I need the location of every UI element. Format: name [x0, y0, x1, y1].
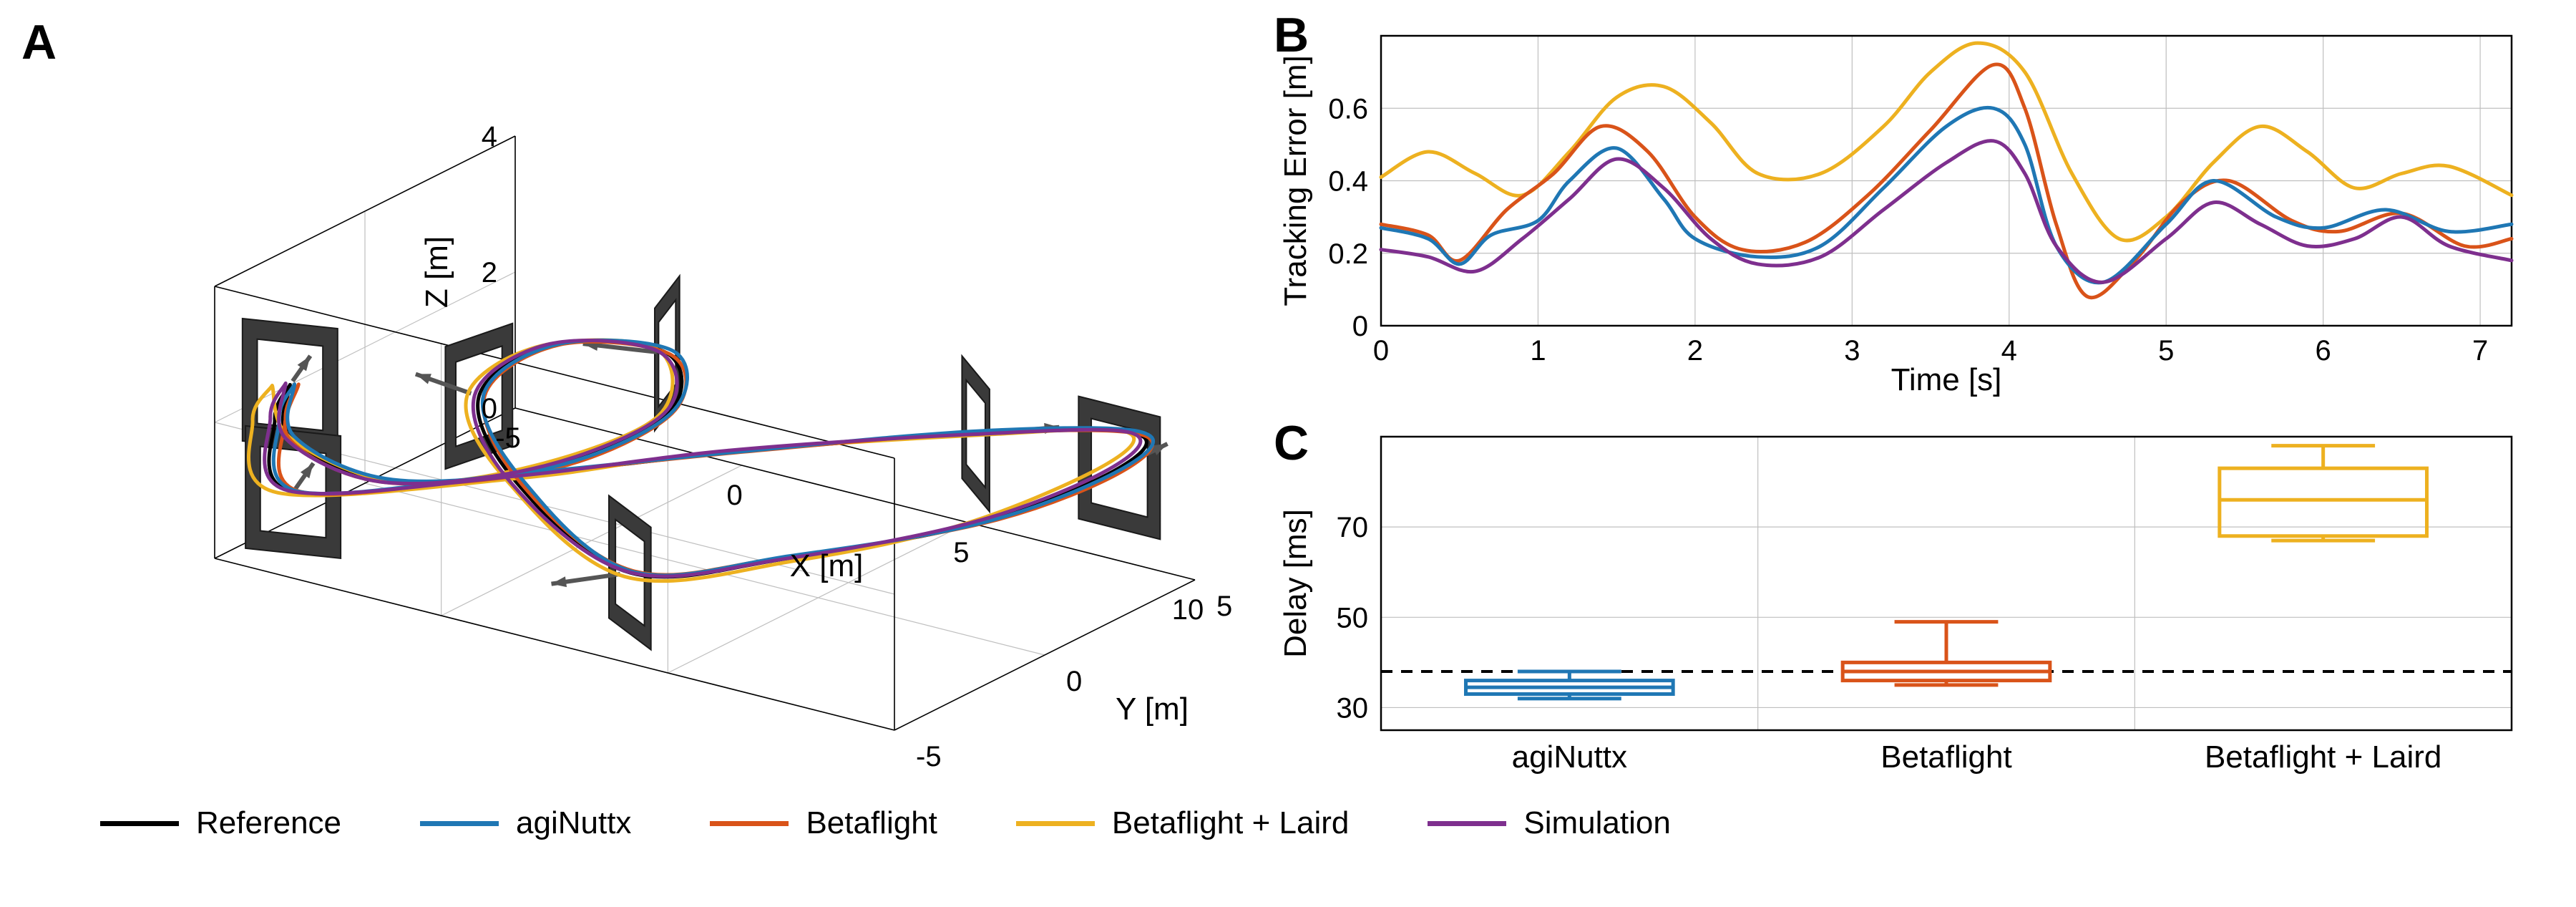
svg-text:2: 2	[1687, 335, 1703, 367]
svg-text:30: 30	[1337, 692, 1369, 724]
legend-swatch	[420, 821, 499, 826]
panel-b: B 0123456700.20.40.6Time [s]Tracking Err…	[1274, 14, 2562, 401]
svg-text:6: 6	[2316, 335, 2331, 367]
legend-swatch	[1016, 821, 1095, 826]
right-column: B 0123456700.20.40.6Time [s]Tracking Err…	[1274, 14, 2562, 787]
legend-item-reference: Reference	[100, 805, 341, 841]
legend-swatch	[710, 821, 789, 826]
svg-text:70: 70	[1337, 512, 1369, 543]
svg-text:Betaflight: Betaflight	[1880, 739, 2011, 775]
svg-text:7: 7	[2472, 335, 2488, 367]
svg-text:Y [m]: Y [m]	[1116, 692, 1189, 727]
svg-text:Z [m]: Z [m]	[419, 236, 454, 308]
panel-b-label: B	[1274, 7, 1309, 63]
svg-text:10: 10	[1172, 594, 1204, 626]
svg-text:5: 5	[1216, 591, 1232, 622]
svg-text:0.2: 0.2	[1328, 238, 1368, 270]
svg-text:4: 4	[482, 121, 497, 152]
svg-text:-5: -5	[495, 422, 521, 454]
legend-swatch	[100, 821, 179, 826]
svg-text:0.4: 0.4	[1328, 166, 1368, 198]
panel-c-label: C	[1274, 415, 1309, 471]
legend-label: Betaflight + Laird	[1112, 805, 1349, 841]
svg-text:2: 2	[482, 257, 497, 288]
panel-a-label: A	[21, 14, 57, 70]
svg-text:0: 0	[1373, 335, 1389, 367]
svg-text:-5: -5	[916, 741, 942, 772]
svg-text:50: 50	[1337, 602, 1369, 634]
figure: A -50510-505024X [m]Y [m]Z [m] B 0123456…	[14, 14, 2562, 841]
legend-item-betaflightlaird: Betaflight + Laird	[1016, 805, 1349, 841]
panel-c-plot: 30 50 70 agiNuttx Betaflight Betaflight + Lai…	[1274, 422, 2533, 787]
legend-item-betaflight: Betaflight	[710, 805, 937, 841]
svg-text:4: 4	[2001, 335, 2017, 367]
svg-text:Tracking Error [m]: Tracking Error [m]	[1278, 55, 1313, 306]
svg-text:Delay [ms]: Delay [ms]	[1278, 509, 1313, 658]
svg-text:5: 5	[953, 537, 969, 568]
svg-text:agiNuttx: agiNuttx	[1512, 739, 1627, 775]
legend-label: agiNuttx	[516, 805, 631, 841]
legend-swatch	[1428, 821, 1506, 826]
panel-b-plot: 0 1 2 3 4 5 6 7 0 0.2 0.4 0.6 Time [s] Tracking Error…	[1274, 14, 2533, 401]
svg-text:Betaflight + Laird: Betaflight + Laird	[2205, 739, 2441, 775]
legend-label: Reference	[196, 805, 341, 841]
svg-text:Time [s]: Time [s]	[1891, 362, 2002, 397]
svg-text:0: 0	[1352, 311, 1368, 342]
svg-text:0: 0	[1066, 666, 1082, 697]
legend-item-aginuttx: agiNuttx	[420, 805, 631, 841]
svg-text:5: 5	[2158, 335, 2174, 367]
panel-a-plot: -50510-505024X [m]Y [m]Z [m]	[14, 14, 1245, 787]
legend: Reference agiNuttx Betaflight Betaflight…	[14, 805, 2562, 841]
legend-label: Simulation	[1523, 805, 1670, 841]
panels-row: A -50510-505024X [m]Y [m]Z [m] B 0123456…	[14, 14, 2562, 787]
svg-text:0.6: 0.6	[1328, 93, 1368, 125]
panel-a: A -50510-505024X [m]Y [m]Z [m]	[14, 14, 1245, 787]
legend-label: Betaflight	[806, 805, 937, 841]
legend-item-simulation: Simulation	[1428, 805, 1670, 841]
svg-text:0: 0	[727, 480, 743, 511]
svg-text:1: 1	[1530, 335, 1546, 367]
svg-text:0: 0	[482, 393, 497, 425]
panel-c: C 305070agiNuttxBetaflightBetaflight + L…	[1274, 422, 2562, 787]
svg-text:X [m]: X [m]	[790, 548, 864, 583]
svg-text:3: 3	[1844, 335, 1860, 367]
